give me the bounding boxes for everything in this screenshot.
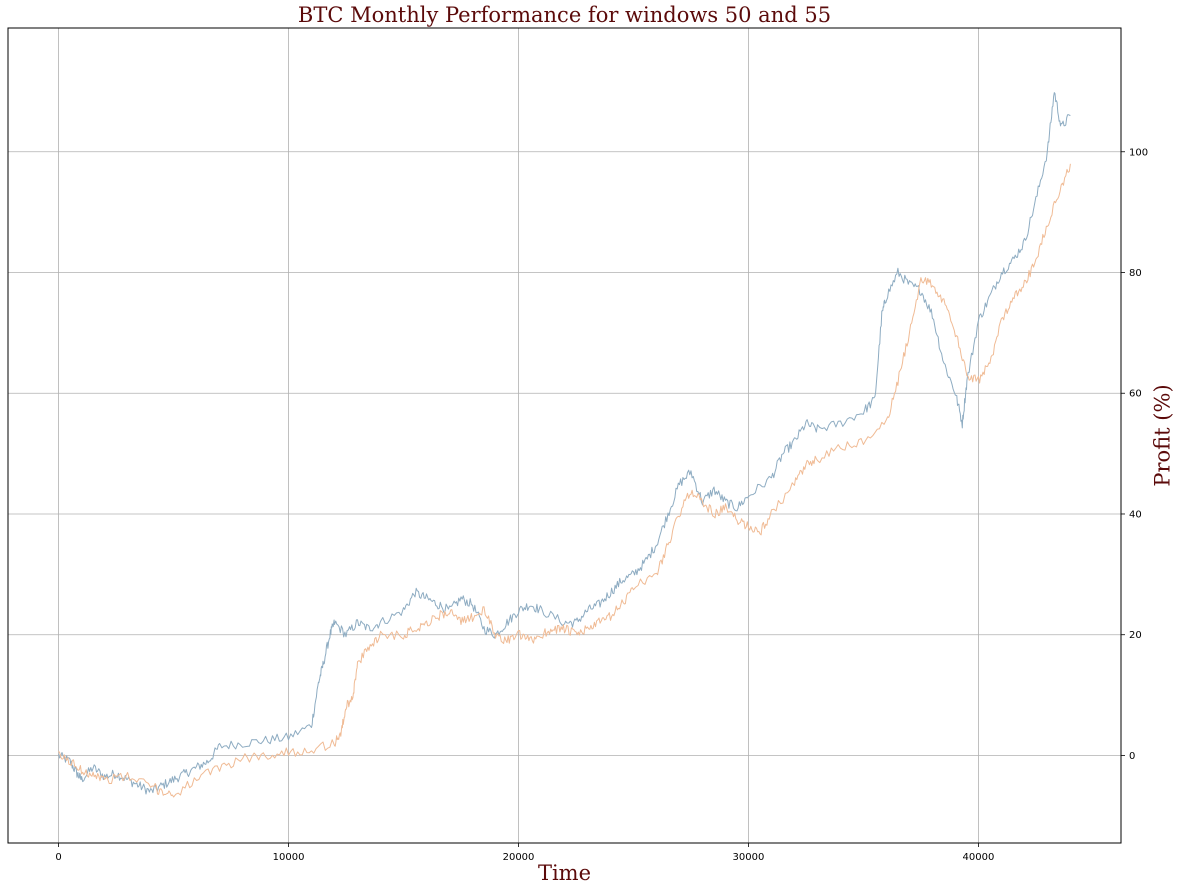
y-tick-label: 40	[1129, 509, 1142, 520]
y-axis-ticks: 0 20 40 60 80 100	[1121, 147, 1148, 762]
y-tick-label: 100	[1129, 147, 1148, 158]
y-tick-label: 0	[1129, 751, 1135, 762]
x-tick-label: 10000	[273, 852, 305, 863]
chart-title: BTC Monthly Performance for windows 50 a…	[298, 3, 831, 27]
x-tick-label: 40000	[963, 852, 995, 863]
x-tick-label: 30000	[733, 852, 765, 863]
series-line-1	[58, 92, 1071, 795]
y-tick-label: 60	[1129, 389, 1142, 400]
x-tick-label: 20000	[503, 852, 535, 863]
series-lines	[58, 92, 1071, 798]
y-tick-label: 80	[1129, 268, 1142, 279]
y-tick-label: 20	[1129, 630, 1142, 641]
grid-lines	[8, 28, 1121, 843]
x-axis-label: Time	[538, 861, 591, 885]
plot-area-frame	[7, 27, 1122, 844]
x-tick-label: 0	[55, 852, 61, 863]
x-axis-ticks: 0 10000 20000 30000 40000	[55, 843, 994, 863]
y-axis-label: Profit (%)	[1150, 384, 1174, 486]
series-line-2	[58, 163, 1071, 798]
